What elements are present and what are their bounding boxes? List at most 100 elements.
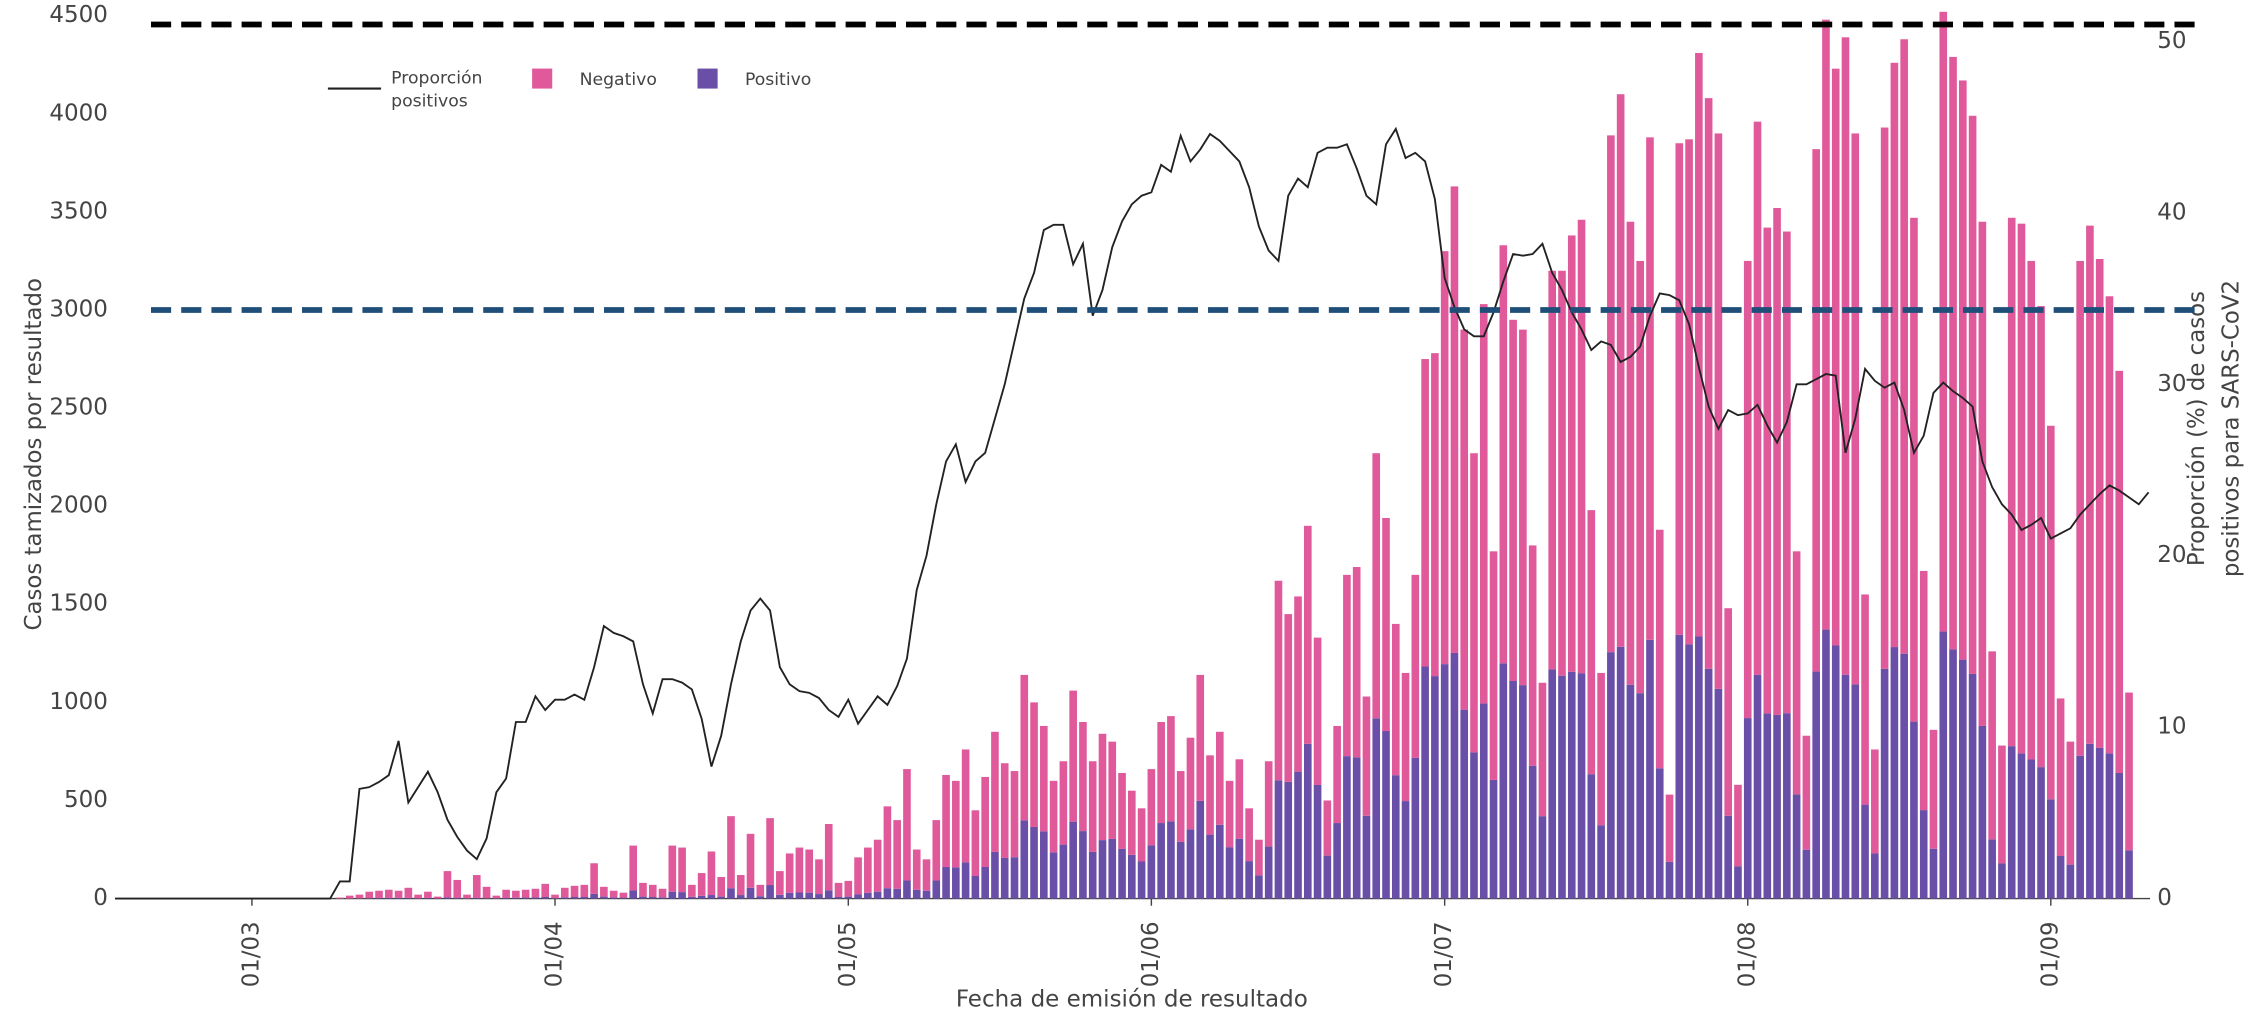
y-tick-label: 4500 [49, 2, 108, 28]
bar [1548, 669, 1557, 899]
bar [2037, 306, 2045, 768]
bar [1235, 759, 1244, 839]
bar [1421, 359, 1429, 667]
bar [1919, 810, 1928, 899]
bar [961, 749, 970, 863]
bar [1157, 823, 1165, 899]
bar [1792, 551, 1801, 795]
bar [815, 859, 823, 895]
bar [512, 897, 520, 899]
bar [815, 894, 823, 899]
bar [1929, 848, 1938, 899]
bar [1088, 761, 1097, 852]
bar [1851, 133, 1860, 685]
bar [1890, 62, 1899, 648]
bar [1783, 713, 1791, 899]
bar [1176, 771, 1185, 842]
bar [502, 889, 510, 898]
bar [1685, 644, 1693, 899]
bar [1675, 143, 1684, 635]
bar [1831, 645, 1840, 899]
bar [805, 849, 814, 893]
bar [1128, 854, 1136, 899]
bar [1274, 780, 1283, 899]
bar [834, 882, 843, 898]
bar [531, 888, 540, 898]
bar [1587, 774, 1596, 899]
bar [688, 896, 696, 899]
legend-label: Positivo [745, 70, 811, 90]
bar [570, 897, 579, 899]
bar [1597, 825, 1605, 899]
bar [1871, 749, 1879, 854]
legend-swatch [532, 68, 553, 89]
bar [1479, 304, 1488, 704]
bar [1646, 639, 1654, 899]
bar [433, 896, 442, 899]
bar [1284, 781, 1293, 899]
bar [502, 897, 510, 899]
bar [541, 883, 550, 898]
bar [1186, 737, 1195, 830]
bar [1695, 52, 1703, 637]
bar [785, 892, 794, 899]
bar [912, 889, 921, 899]
bar [1196, 800, 1205, 899]
y-tick-label: 1000 [49, 689, 108, 715]
bar [1968, 673, 1977, 899]
bar [746, 887, 755, 899]
bar [609, 897, 618, 899]
bar [1225, 847, 1234, 899]
bar [1851, 684, 1860, 899]
bar [580, 884, 589, 898]
x-axis-title: Fecha de emisión de resultado [956, 987, 1308, 1013]
bar [2007, 217, 2016, 747]
legend-label: Proporción positivos [391, 69, 482, 112]
legend-swatch [697, 68, 718, 89]
bar [2095, 747, 2104, 899]
bar [1352, 567, 1361, 758]
bar [1626, 684, 1635, 899]
bar [1391, 775, 1400, 899]
bar [1704, 668, 1713, 899]
bar [1685, 139, 1693, 645]
bar [1128, 790, 1136, 855]
bar [1108, 838, 1117, 899]
bar [1049, 852, 1058, 899]
x-tick-label: 01/06 [1138, 921, 1164, 987]
bar [1196, 674, 1205, 801]
bar [1509, 680, 1517, 899]
bar [688, 884, 696, 897]
bar [1929, 729, 1938, 849]
bar [668, 845, 677, 892]
bar [1079, 722, 1087, 832]
bar [1460, 329, 1469, 710]
bar [1753, 121, 1762, 675]
y-tick-label: 3500 [49, 198, 108, 224]
bar [736, 875, 745, 896]
bar [1284, 614, 1293, 782]
bar [1831, 68, 1840, 646]
bar [1147, 769, 1156, 846]
bar [521, 897, 530, 899]
bar [1734, 866, 1742, 899]
bar [1665, 861, 1674, 899]
bar [991, 731, 999, 852]
bar [707, 895, 716, 899]
bar [697, 873, 706, 896]
bar [1294, 771, 1302, 899]
bar [912, 849, 921, 890]
bar [619, 892, 628, 898]
bar [2027, 260, 2036, 760]
bar [707, 851, 716, 896]
bar [893, 820, 901, 889]
bar [1528, 765, 1537, 899]
bar [2105, 753, 2114, 899]
bar [1000, 857, 1009, 899]
bar [1098, 840, 1107, 899]
bar [1567, 671, 1576, 899]
bar [1108, 741, 1117, 839]
bar [1548, 270, 1557, 670]
bar [1343, 574, 1351, 757]
